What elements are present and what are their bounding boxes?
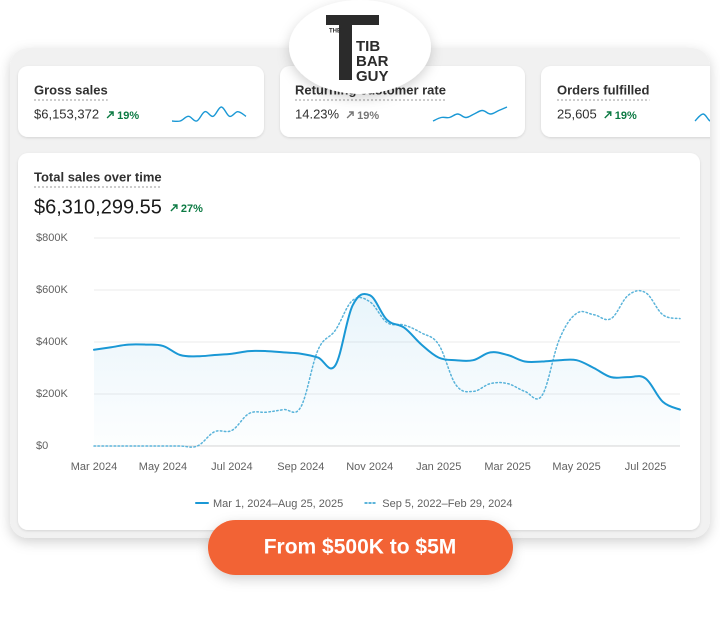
card-value: 14.23% xyxy=(295,106,340,121)
legend-label: Sep 5, 2022–Feb 29, 2024 xyxy=(382,498,512,510)
chart-title: Total sales over time xyxy=(34,169,162,184)
sparkline xyxy=(694,106,710,122)
x-tick-label: Jul 2025 xyxy=(625,461,667,473)
y-tick-label: $800K xyxy=(36,232,68,244)
legend-label: Mar 1, 2024–Aug 25, 2025 xyxy=(213,498,343,510)
y-tick-label: $400K xyxy=(36,336,68,348)
chart: Total sales over time $6,310,299.55 27% $0 $… xyxy=(34,169,681,510)
card-change: 19% xyxy=(357,110,379,122)
y-tick-label: $600K xyxy=(36,284,68,296)
sparkline xyxy=(432,106,508,122)
series-line xyxy=(93,292,681,411)
y-tick-label: $200K xyxy=(36,388,68,400)
card-change: 19% xyxy=(117,110,139,122)
badge[interactable]: From $500K to $5M xyxy=(208,520,513,575)
x-tick-label: Jul 2024 xyxy=(211,461,253,473)
x-tick-label: Mar 2025 xyxy=(484,461,530,473)
logo-small: THE xyxy=(329,29,341,35)
y-tick-label: $0 xyxy=(36,440,48,452)
sparkline xyxy=(171,106,247,123)
card-change: 19% xyxy=(615,110,637,122)
logo-mark xyxy=(326,15,379,80)
area xyxy=(94,293,680,446)
card-title: Gross sales xyxy=(34,82,108,97)
card-value: $6,153,372 xyxy=(34,106,99,121)
logo-text: TIB xyxy=(356,38,380,55)
trend-arrow xyxy=(346,111,354,119)
trend-arrow xyxy=(170,204,178,212)
x-tick-label: Nov 2024 xyxy=(346,461,393,473)
chart-total: $6,310,299.55 xyxy=(34,196,162,218)
metric-cards: Gross sales$6,153,372 19%Returning custom… xyxy=(18,66,710,137)
chart-change: 27% xyxy=(181,203,203,215)
logo-circle xyxy=(289,0,431,94)
trend-arrow xyxy=(106,111,114,119)
card-value: 25,605 xyxy=(557,106,597,121)
x-tick-label: May 2024 xyxy=(139,461,187,473)
badge-pill[interactable] xyxy=(208,520,513,575)
logo-text: BAR xyxy=(356,53,389,70)
x-tick-label: Mar 2024 xyxy=(71,461,117,473)
badge-text[interactable]: From $500K to $5M xyxy=(264,536,457,559)
card xyxy=(18,66,264,137)
trend-arrow xyxy=(604,111,612,119)
card xyxy=(541,66,710,137)
x-tick-label: Jan 2025 xyxy=(416,461,461,473)
x-tick-label: Sep 2024 xyxy=(277,461,324,473)
x-tick-label: May 2025 xyxy=(552,461,600,473)
logo: THE TIB BAR GUY xyxy=(289,0,431,94)
card-title: Orders fulfilled xyxy=(557,82,650,97)
logo-text: GUY xyxy=(356,68,389,85)
